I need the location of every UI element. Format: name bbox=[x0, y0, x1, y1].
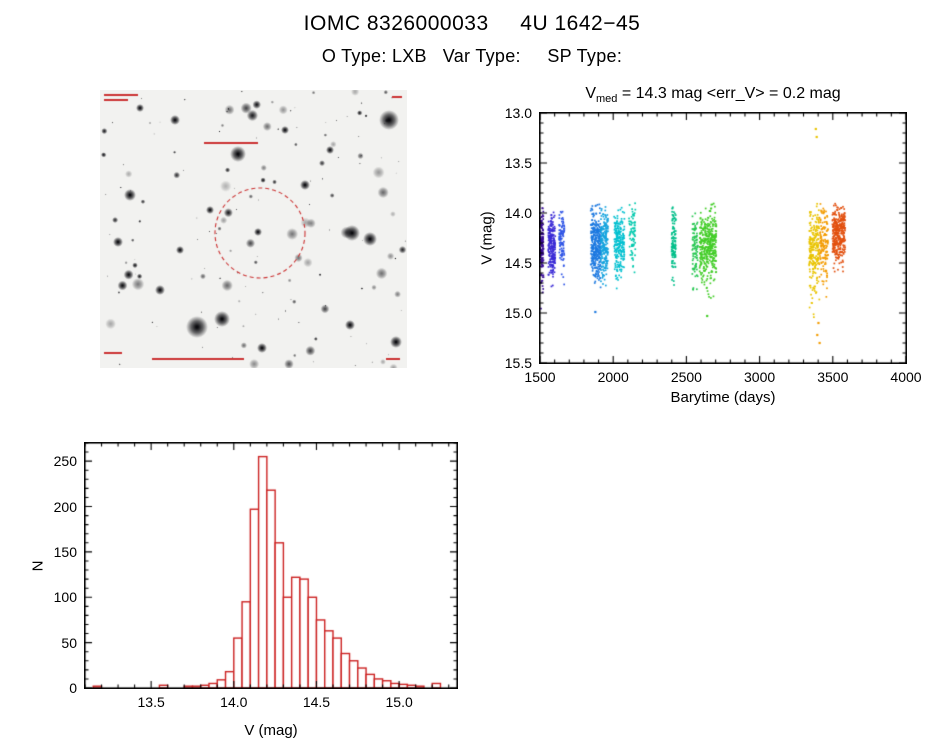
light-curve-x-tick-label: 3500 bbox=[817, 369, 849, 385]
light-curve-y-tick-label: 14.0 bbox=[504, 205, 532, 221]
light-curve-x-tick-label: 3000 bbox=[744, 369, 776, 385]
light-curve-title: Vmed = 14.3 mag <err_V> = 0.2 mag bbox=[499, 85, 927, 105]
histogram-x-tick-label: 14.0 bbox=[220, 694, 248, 710]
light-curve-plot: Vmed = 14.3 mag <err_V> = 0.2 mag 1500 20… bbox=[479, 85, 922, 406]
light-curve-x-tick-label: 1500 bbox=[524, 369, 556, 385]
light-curve-y-tick-label: 15.0 bbox=[504, 305, 532, 321]
light-curve-x-tick-label: 2000 bbox=[597, 369, 629, 385]
histogram-y-tick-label: 150 bbox=[53, 543, 77, 560]
light-curve-x-tick-label: 2500 bbox=[670, 369, 702, 385]
page-title: IOMC 8326000033 4U 1642−45 bbox=[303, 12, 641, 35]
light-curve-y-tick-label: 15.5 bbox=[504, 355, 532, 371]
histogram-y-tick-label: 250 bbox=[53, 453, 77, 470]
histogram-x-axis-label: V (mag) bbox=[244, 722, 298, 739]
light-curve-title-prefix: V bbox=[585, 85, 596, 102]
finder-chart bbox=[100, 90, 407, 368]
histogram-y-tick-label: 0 bbox=[69, 680, 77, 696]
light-curve-canvas bbox=[539, 112, 907, 364]
light-curve-title-rest: = 14.3 mag <err_V> = 0.2 mag bbox=[617, 85, 841, 102]
light-curve-x-tick-label: 4000 bbox=[890, 369, 922, 385]
histogram-plot: 13.5 14.0 14.5 15.0 0 50 100 150 200 250 N V (mag… bbox=[30, 442, 458, 739]
light-curve-y-tick-label: 13.0 bbox=[504, 105, 532, 121]
histogram-canvas bbox=[84, 442, 458, 689]
light-curve-y-tick-label: 14.5 bbox=[504, 255, 532, 271]
histogram-y-tick-label: 100 bbox=[53, 589, 77, 606]
light-curve-y-tick-label: 13.5 bbox=[504, 155, 532, 171]
histogram-x-tick-label: 14.5 bbox=[302, 694, 331, 710]
histogram-y-tick-label: 50 bbox=[61, 634, 77, 651]
finder-chart-image bbox=[100, 90, 407, 368]
histogram-x-tick-label: 15.0 bbox=[385, 694, 413, 710]
histogram-y-axis-label: N bbox=[29, 560, 47, 571]
page-subtitle: O Type: LXB Var Type: SP Type: bbox=[321, 46, 623, 66]
light-curve-x-axis-label: Barytime (days) bbox=[670, 389, 776, 406]
light-curve-y-axis-label: V (mag) bbox=[478, 211, 496, 265]
histogram-y-tick-label: 200 bbox=[53, 498, 77, 515]
histogram-x-tick-label: 13.5 bbox=[137, 694, 165, 710]
light-curve-title-subscript: med bbox=[596, 93, 618, 106]
